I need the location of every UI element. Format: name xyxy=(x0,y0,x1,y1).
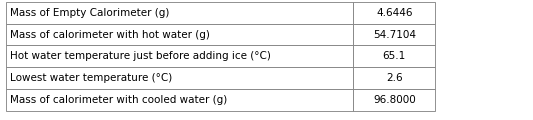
Text: Mass of calorimeter with hot water (g): Mass of calorimeter with hot water (g) xyxy=(10,30,209,40)
Bar xyxy=(353,24,435,45)
Text: Mass of calorimeter with cooled water (g): Mass of calorimeter with cooled water (g… xyxy=(10,95,227,105)
Bar xyxy=(353,45,435,67)
Bar xyxy=(6,45,353,67)
Text: 4.6446: 4.6446 xyxy=(376,8,413,18)
Text: 65.1: 65.1 xyxy=(383,51,406,61)
Bar xyxy=(353,89,435,111)
Bar xyxy=(6,89,353,111)
Text: 96.8000: 96.8000 xyxy=(373,95,416,105)
Text: 54.7104: 54.7104 xyxy=(373,30,416,40)
Bar xyxy=(6,2,353,24)
Bar xyxy=(353,67,435,89)
Bar xyxy=(6,67,353,89)
Text: Mass of Empty Calorimeter (g): Mass of Empty Calorimeter (g) xyxy=(10,8,169,18)
Text: 2.6: 2.6 xyxy=(386,73,402,83)
Bar xyxy=(353,2,435,24)
Text: Hot water temperature just before adding ice (°C): Hot water temperature just before adding… xyxy=(10,51,270,61)
Text: Lowest water temperature (°C): Lowest water temperature (°C) xyxy=(10,73,172,83)
Bar xyxy=(6,24,353,45)
